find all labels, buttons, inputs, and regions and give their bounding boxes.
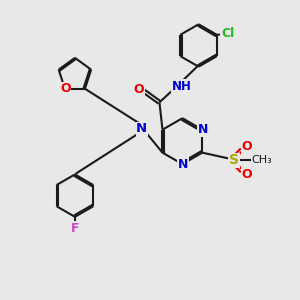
Text: N: N: [198, 123, 208, 136]
Text: N: N: [136, 122, 147, 135]
Text: NH: NH: [172, 80, 192, 93]
Text: S: S: [229, 153, 239, 167]
Text: O: O: [242, 140, 252, 153]
Text: Cl: Cl: [221, 27, 234, 40]
Text: O: O: [242, 168, 252, 181]
Text: O: O: [134, 82, 144, 95]
Text: O: O: [60, 82, 71, 95]
Text: F: F: [71, 221, 79, 235]
Text: N: N: [178, 158, 188, 171]
Text: CH₃: CH₃: [251, 155, 272, 165]
